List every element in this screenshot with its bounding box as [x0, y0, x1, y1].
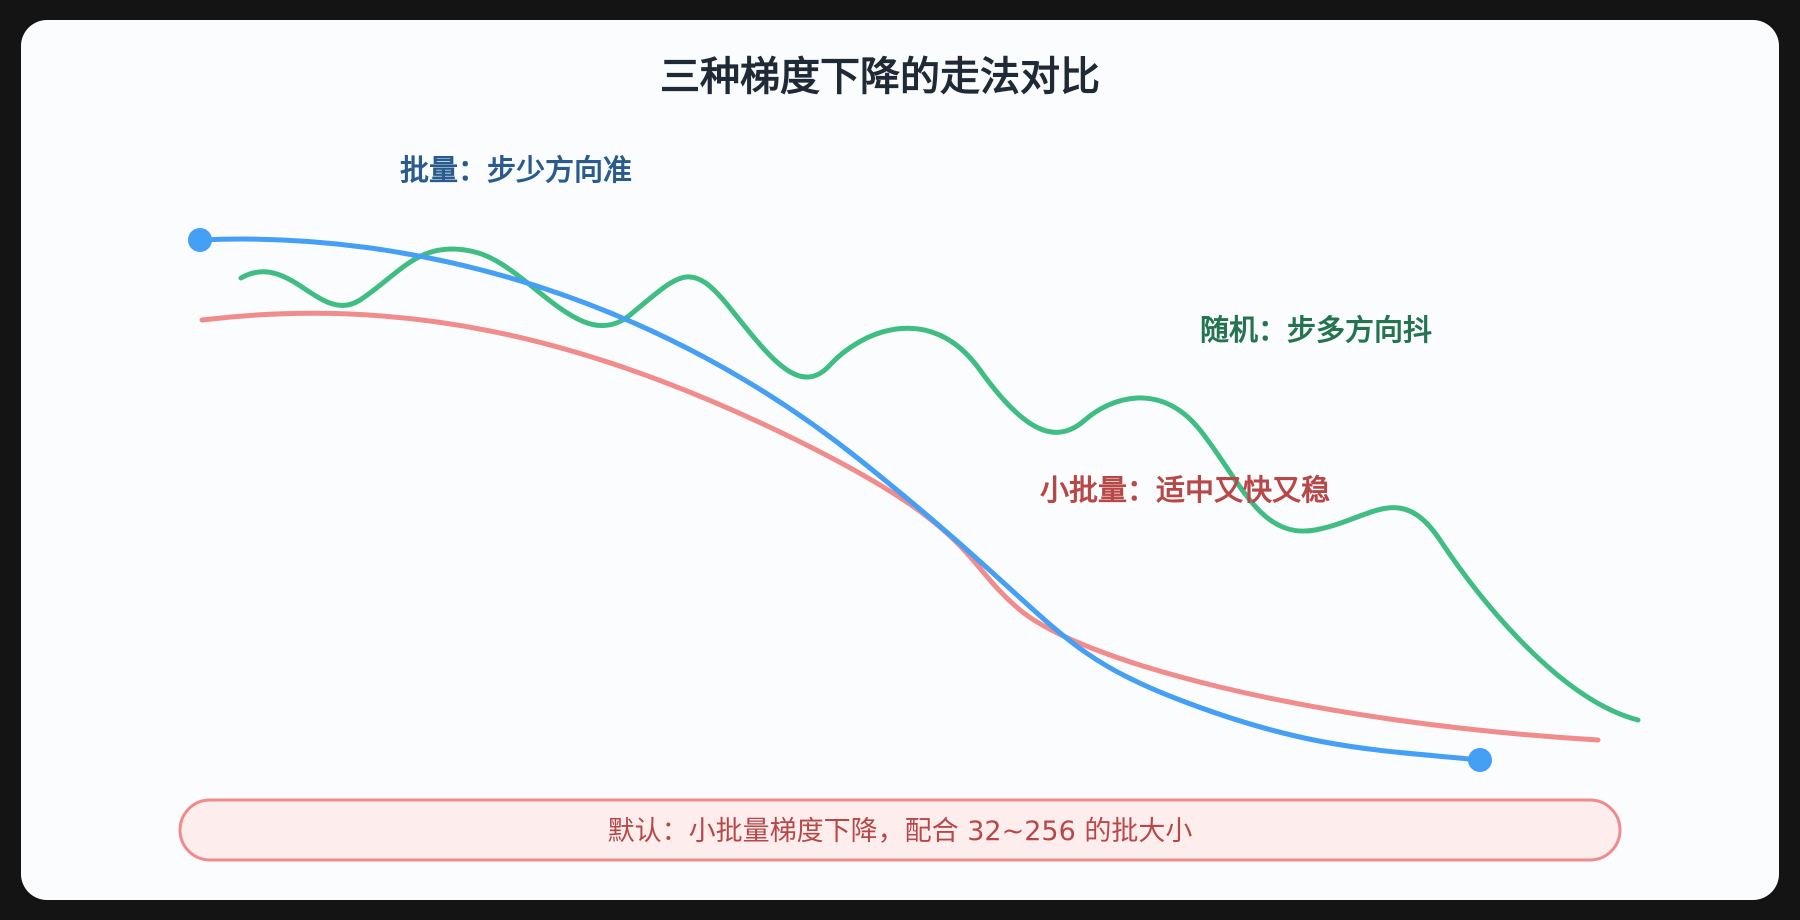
stochastic-path [238, 246, 1641, 723]
batch-start-point [188, 228, 212, 252]
batch-end-point [1468, 748, 1492, 772]
batch-label: 批量：步少方向准 [400, 153, 632, 187]
batch-path [197, 236, 1483, 763]
minibatch-path [199, 310, 1601, 743]
diagram-title: 三种梯度下降的走法对比 [660, 54, 1100, 100]
footer-note-box [178, 798, 1622, 862]
footer-note: 默认：小批量梯度下降，配合 32~256 的批大小 [608, 816, 1193, 847]
stochastic-label: 随机：步多方向抖 [1200, 313, 1432, 347]
minibatch-label: 小批量：适中又快又稳 [1040, 473, 1330, 507]
